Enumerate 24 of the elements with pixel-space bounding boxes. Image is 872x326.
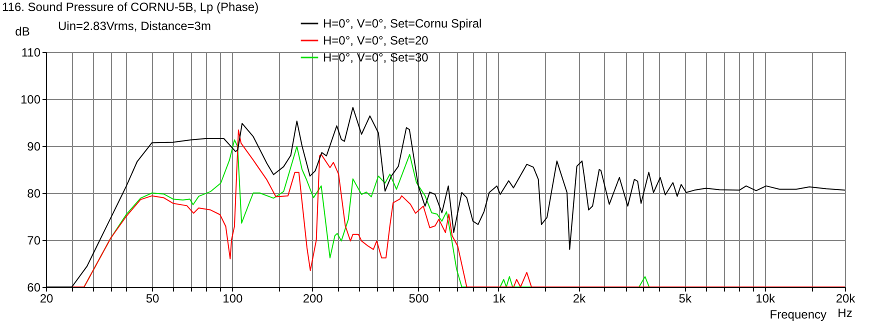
x-axis-title: Frequency bbox=[770, 308, 826, 322]
x-tick-label: 500 bbox=[408, 292, 430, 306]
y-tick-label: 110 bbox=[21, 46, 41, 60]
x-tick-label: 1k bbox=[492, 292, 506, 306]
y-tick-label: 60 bbox=[27, 280, 41, 294]
y-tick-label: 90 bbox=[27, 140, 41, 154]
x-tick-label: 50 bbox=[146, 292, 160, 306]
x-tick-label: 5k bbox=[678, 292, 692, 306]
x-tick-label: 100 bbox=[222, 292, 243, 306]
y-tick-label: 70 bbox=[27, 234, 41, 248]
y-axis-title: dB bbox=[15, 24, 30, 38]
x-tick-label: 200 bbox=[302, 292, 324, 306]
x-tick-label: 20k bbox=[836, 292, 856, 306]
x-tick-label: 2k bbox=[572, 292, 586, 306]
x-tick-label: 20 bbox=[40, 292, 54, 306]
chart-title: 116. Sound Pressure of CORNU-5B, Lp (Phase) bbox=[2, 0, 259, 14]
legend-label: H=0°, V=0°, Set=30 bbox=[323, 50, 429, 64]
text: Uin=2.83Vrms, Distance=3m bbox=[58, 19, 211, 33]
x-tick-label: 10k bbox=[756, 292, 776, 306]
y-tick-label: 80 bbox=[27, 186, 41, 200]
legend-label: H=0°, V=0°, Set=20 bbox=[323, 34, 429, 48]
y-tick-label: 100 bbox=[20, 92, 41, 106]
legend-label: H=0°, V=0°, Set=Cornu Spiral bbox=[323, 16, 482, 30]
text: Hz bbox=[838, 306, 852, 320]
